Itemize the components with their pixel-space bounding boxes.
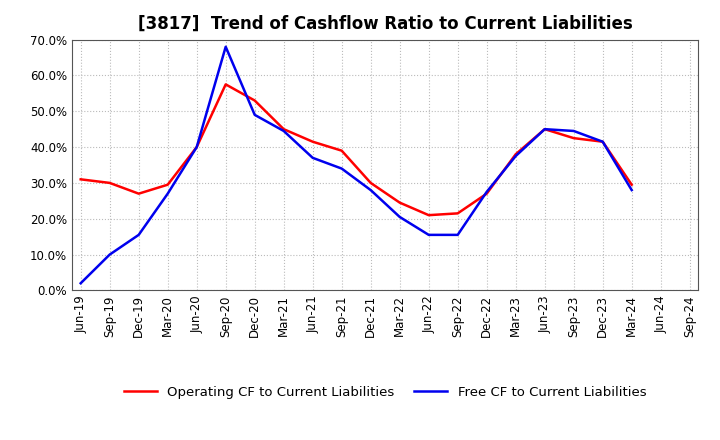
Free CF to Current Liabilities	[163, 191, 172, 196]
Free CF to Current Liabilities	[338, 166, 346, 171]
Free CF to Current Liabilities	[221, 44, 230, 49]
Free CF to Current Liabilities	[135, 232, 143, 238]
Operating CF to Current Liabilities	[424, 213, 433, 218]
Line: Free CF to Current Liabilities: Free CF to Current Liabilities	[81, 47, 631, 283]
Free CF to Current Liabilities	[251, 112, 259, 117]
Free CF to Current Liabilities	[424, 232, 433, 238]
Free CF to Current Liabilities	[454, 232, 462, 238]
Operating CF to Current Liabilities	[192, 144, 201, 150]
Free CF to Current Liabilities	[76, 281, 85, 286]
Operating CF to Current Liabilities	[570, 136, 578, 141]
Free CF to Current Liabilities	[192, 144, 201, 150]
Operating CF to Current Liabilities	[135, 191, 143, 196]
Operating CF to Current Liabilities	[279, 127, 288, 132]
Line: Operating CF to Current Liabilities: Operating CF to Current Liabilities	[81, 84, 631, 215]
Operating CF to Current Liabilities	[308, 139, 317, 144]
Operating CF to Current Liabilities	[105, 180, 114, 186]
Free CF to Current Liabilities	[308, 155, 317, 161]
Free CF to Current Liabilities	[105, 252, 114, 257]
Title: [3817]  Trend of Cashflow Ratio to Current Liabilities: [3817] Trend of Cashflow Ratio to Curren…	[138, 15, 633, 33]
Operating CF to Current Liabilities	[598, 139, 607, 144]
Operating CF to Current Liabilities	[163, 182, 172, 187]
Free CF to Current Liabilities	[482, 189, 491, 194]
Free CF to Current Liabilities	[570, 128, 578, 134]
Free CF to Current Liabilities	[598, 139, 607, 144]
Operating CF to Current Liabilities	[221, 82, 230, 87]
Operating CF to Current Liabilities	[251, 98, 259, 103]
Free CF to Current Liabilities	[627, 187, 636, 193]
Free CF to Current Liabilities	[541, 127, 549, 132]
Operating CF to Current Liabilities	[454, 211, 462, 216]
Operating CF to Current Liabilities	[395, 200, 404, 205]
Operating CF to Current Liabilities	[76, 177, 85, 182]
Operating CF to Current Liabilities	[511, 152, 520, 157]
Free CF to Current Liabilities	[366, 187, 375, 193]
Free CF to Current Liabilities	[511, 154, 520, 159]
Free CF to Current Liabilities	[279, 128, 288, 134]
Legend: Operating CF to Current Liabilities, Free CF to Current Liabilities: Operating CF to Current Liabilities, Fre…	[119, 381, 652, 404]
Operating CF to Current Liabilities	[338, 148, 346, 153]
Free CF to Current Liabilities	[395, 214, 404, 220]
Operating CF to Current Liabilities	[482, 191, 491, 196]
Operating CF to Current Liabilities	[541, 127, 549, 132]
Operating CF to Current Liabilities	[627, 182, 636, 187]
Operating CF to Current Liabilities	[366, 180, 375, 186]
